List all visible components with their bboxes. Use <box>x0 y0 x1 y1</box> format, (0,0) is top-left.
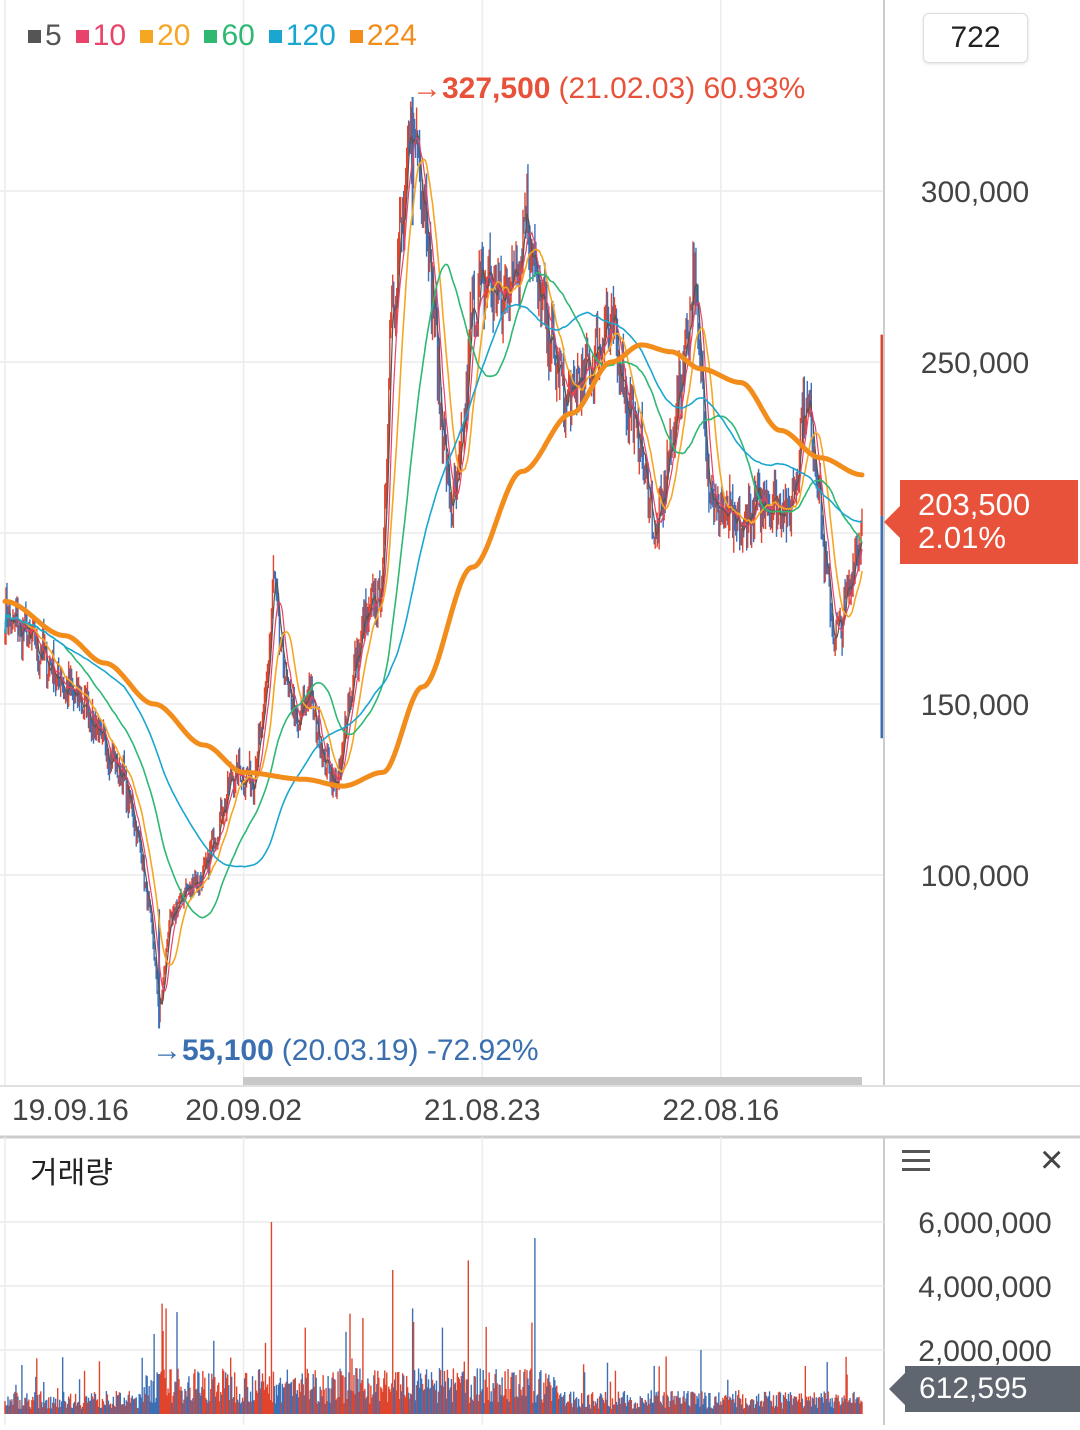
volume-tick-label: 2,000,000 <box>918 1335 1051 1368</box>
time-tick-label: 20.09.02 <box>185 1094 302 1127</box>
legend-item-ma20[interactable]: 20 <box>140 19 190 53</box>
legend-item-ma5[interactable]: 5 <box>28 19 62 53</box>
legend-item-ma120[interactable]: 120 <box>268 19 336 53</box>
time-tick-label: 21.08.23 <box>424 1094 541 1127</box>
legend-label: 5 <box>45 19 62 52</box>
current-price-tag: 203,500 2.01% <box>884 480 1078 564</box>
time-scrollbar[interactable] <box>243 1077 862 1085</box>
legend-swatch <box>268 29 282 43</box>
ma-line-120 <box>4 303 862 868</box>
period-input[interactable]: 722 <box>923 13 1028 63</box>
ma-line-20 <box>4 158 863 966</box>
volume-title: 거래량 <box>30 1157 113 1190</box>
price-axis-labels: 300,000 250,000 150,000 100,000 <box>921 176 1029 893</box>
volume-tick-label: 4,000,000 <box>918 1271 1051 1304</box>
ma-line-5 <box>4 132 863 1006</box>
ma-line-10 <box>4 136 863 992</box>
volume-bars <box>4 1222 863 1414</box>
current-volume-tag: 612,595 <box>889 1366 1080 1412</box>
close-icon[interactable]: × <box>1040 1138 1064 1182</box>
candle-series <box>4 96 863 1029</box>
ma-line-224 <box>2 342 865 789</box>
legend-swatch <box>349 29 363 43</box>
legend-item-ma10[interactable]: 10 <box>75 19 127 53</box>
price-tick-label: 100,000 <box>921 860 1029 893</box>
volume-tick-label: 6,000,000 <box>918 1207 1051 1240</box>
legend-item-ma60[interactable]: 60 <box>204 19 255 53</box>
legend-swatch <box>140 29 154 43</box>
current-price-value: 203,500 <box>918 487 1031 522</box>
legend-swatch <box>204 29 218 43</box>
ma-legend: 5 10 20 60 120 224 <box>28 18 417 54</box>
current-price-change: 2.01% <box>918 520 1006 555</box>
legend-swatch <box>28 29 41 43</box>
time-tick-label: 22.08.16 <box>662 1094 779 1127</box>
x-axis-labels: 19.09.16 20.09.02 21.08.23 22.08.16 <box>12 1094 779 1127</box>
legend-label: 224 <box>366 19 417 52</box>
volume-axis-labels: 6,000,000 4,000,000 2,000,000 <box>918 1207 1051 1368</box>
legend-item-ma224[interactable]: 224 <box>349 19 417 53</box>
price-tick-label: 250,000 <box>921 347 1029 380</box>
moving-average-lines <box>2 132 865 1006</box>
menu-icon[interactable] <box>902 1150 930 1174</box>
legend-swatch <box>75 29 89 43</box>
low-marker: →55,100 (20.03.19) -72.92% <box>152 1034 539 1067</box>
legend-label: 60 <box>221 19 255 52</box>
legend-label: 20 <box>157 19 191 52</box>
legend-label: 120 <box>285 19 336 52</box>
price-tick-label: 300,000 <box>921 176 1029 209</box>
legend-label: 10 <box>92 19 127 52</box>
time-tick-label: 19.09.16 <box>12 1094 129 1127</box>
high-marker: →327,500 (21.02.03) 60.93% <box>412 72 805 105</box>
price-tick-label: 150,000 <box>921 689 1029 722</box>
